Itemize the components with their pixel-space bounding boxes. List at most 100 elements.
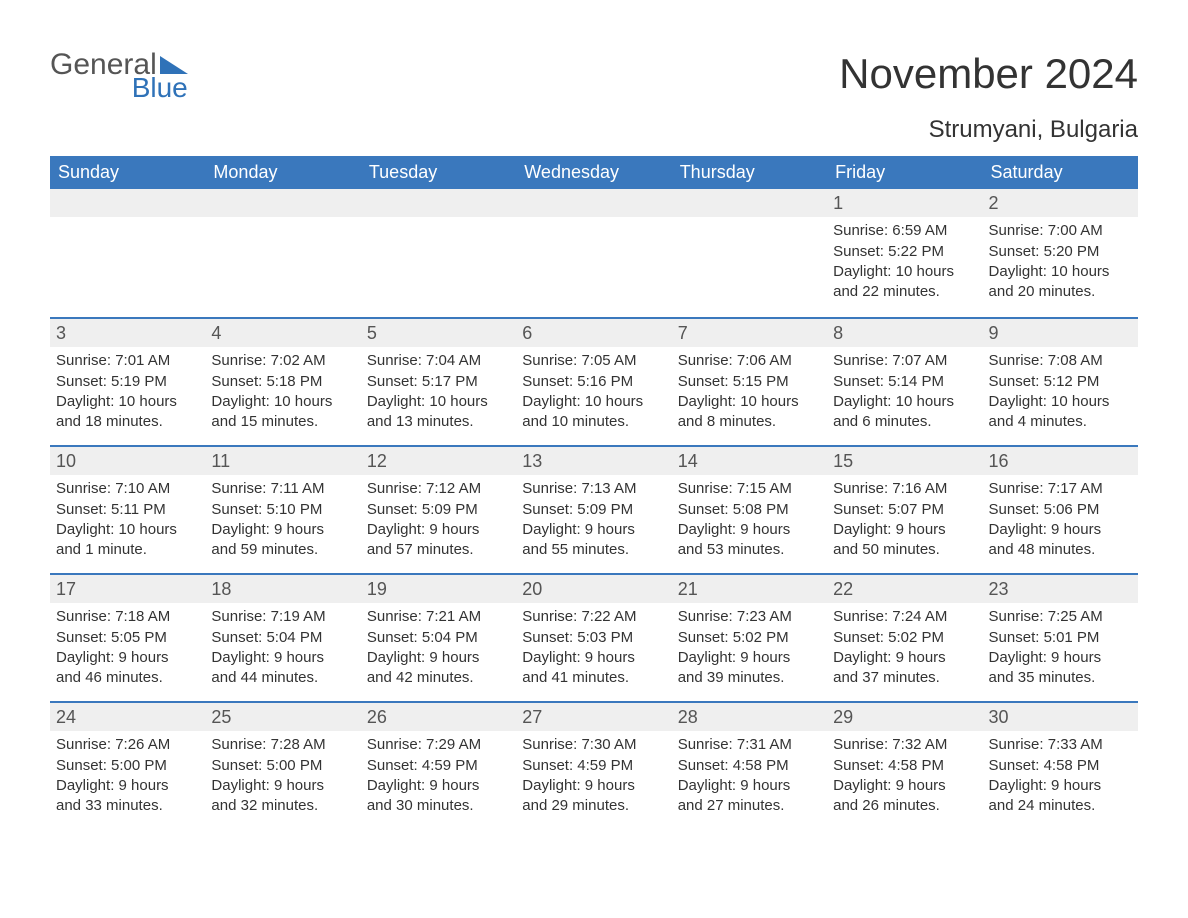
sunset-line: Sunset: 5:22 PM (833, 242, 976, 262)
calendar-day: 6Sunrise: 7:05 AMSunset: 5:16 PMDaylight… (516, 319, 671, 445)
sunrise-line: Sunrise: 7:01 AM (56, 351, 199, 371)
sunset-line: Sunset: 5:02 PM (833, 628, 976, 648)
daylight-line: Daylight: 10 hours (833, 392, 976, 412)
daylight-line: Daylight: 10 hours (833, 262, 976, 282)
daylight-line: Daylight: 9 hours (522, 648, 665, 668)
daylight-line: and 10 minutes. (522, 412, 665, 432)
day-details: Sunrise: 6:59 AMSunset: 5:22 PMDaylight:… (827, 217, 982, 312)
calendar-day: 13Sunrise: 7:13 AMSunset: 5:09 PMDayligh… (516, 447, 671, 573)
daylight-line: Daylight: 9 hours (678, 776, 821, 796)
day-details: Sunrise: 7:06 AMSunset: 5:15 PMDaylight:… (672, 347, 827, 442)
daylight-line: and 29 minutes. (522, 796, 665, 816)
daylight-line: Daylight: 9 hours (989, 648, 1132, 668)
day-details: Sunrise: 7:31 AMSunset: 4:58 PMDaylight:… (672, 731, 827, 826)
calendar-day: 19Sunrise: 7:21 AMSunset: 5:04 PMDayligh… (361, 575, 516, 701)
day-number: 10 (50, 447, 205, 475)
sunset-line: Sunset: 5:05 PM (56, 628, 199, 648)
page-title: November 2024 (839, 50, 1138, 98)
daylight-line: and 1 minute. (56, 540, 199, 560)
daylight-line: and 27 minutes. (678, 796, 821, 816)
day-number: 9 (983, 319, 1138, 347)
day-number: 11 (205, 447, 360, 475)
daylight-line: and 13 minutes. (367, 412, 510, 432)
day-number (361, 189, 516, 217)
sunrise-line: Sunrise: 7:15 AM (678, 479, 821, 499)
day-details: Sunrise: 7:32 AMSunset: 4:58 PMDaylight:… (827, 731, 982, 826)
day-number: 7 (672, 319, 827, 347)
sunset-line: Sunset: 5:20 PM (989, 242, 1132, 262)
weekday-header: Wednesday (516, 156, 671, 189)
daylight-line: Daylight: 9 hours (678, 520, 821, 540)
sunrise-line: Sunrise: 7:05 AM (522, 351, 665, 371)
calendar-day: 11Sunrise: 7:11 AMSunset: 5:10 PMDayligh… (205, 447, 360, 573)
weekday-header: Thursday (672, 156, 827, 189)
day-details: Sunrise: 7:02 AMSunset: 5:18 PMDaylight:… (205, 347, 360, 442)
calendar-day: 3Sunrise: 7:01 AMSunset: 5:19 PMDaylight… (50, 319, 205, 445)
daylight-line: and 41 minutes. (522, 668, 665, 688)
day-number (516, 189, 671, 217)
day-details: Sunrise: 7:26 AMSunset: 5:00 PMDaylight:… (50, 731, 205, 826)
sunrise-line: Sunrise: 7:18 AM (56, 607, 199, 627)
weekday-header: Sunday (50, 156, 205, 189)
sunset-line: Sunset: 5:00 PM (211, 756, 354, 776)
day-number: 4 (205, 319, 360, 347)
day-details: Sunrise: 7:30 AMSunset: 4:59 PMDaylight:… (516, 731, 671, 826)
sunset-line: Sunset: 5:07 PM (833, 500, 976, 520)
sunrise-line: Sunrise: 7:02 AM (211, 351, 354, 371)
day-number (205, 189, 360, 217)
sunrise-line: Sunrise: 7:13 AM (522, 479, 665, 499)
day-details: Sunrise: 7:15 AMSunset: 5:08 PMDaylight:… (672, 475, 827, 570)
daylight-line: Daylight: 9 hours (678, 648, 821, 668)
day-details: Sunrise: 7:22 AMSunset: 5:03 PMDaylight:… (516, 603, 671, 698)
logo: General Blue (50, 50, 188, 102)
day-details: Sunrise: 7:13 AMSunset: 5:09 PMDaylight:… (516, 475, 671, 570)
daylight-line: Daylight: 9 hours (367, 520, 510, 540)
calendar-day (361, 189, 516, 317)
sunset-line: Sunset: 5:00 PM (56, 756, 199, 776)
calendar-week: 1Sunrise: 6:59 AMSunset: 5:22 PMDaylight… (50, 189, 1138, 317)
sunrise-line: Sunrise: 7:12 AM (367, 479, 510, 499)
daylight-line: Daylight: 9 hours (522, 776, 665, 796)
daylight-line: and 44 minutes. (211, 668, 354, 688)
calendar-day: 15Sunrise: 7:16 AMSunset: 5:07 PMDayligh… (827, 447, 982, 573)
day-details: Sunrise: 7:33 AMSunset: 4:58 PMDaylight:… (983, 731, 1138, 826)
sunset-line: Sunset: 4:59 PM (522, 756, 665, 776)
sunrise-line: Sunrise: 7:22 AM (522, 607, 665, 627)
day-details: Sunrise: 7:10 AMSunset: 5:11 PMDaylight:… (50, 475, 205, 570)
weekday-header: Tuesday (361, 156, 516, 189)
calendar-week: 3Sunrise: 7:01 AMSunset: 5:19 PMDaylight… (50, 317, 1138, 445)
day-details: Sunrise: 7:18 AMSunset: 5:05 PMDaylight:… (50, 603, 205, 698)
calendar-day: 17Sunrise: 7:18 AMSunset: 5:05 PMDayligh… (50, 575, 205, 701)
daylight-line: and 55 minutes. (522, 540, 665, 560)
day-details: Sunrise: 7:28 AMSunset: 5:00 PMDaylight:… (205, 731, 360, 826)
daylight-line: and 39 minutes. (678, 668, 821, 688)
sunset-line: Sunset: 5:19 PM (56, 372, 199, 392)
calendar-day: 16Sunrise: 7:17 AMSunset: 5:06 PMDayligh… (983, 447, 1138, 573)
sunset-line: Sunset: 5:08 PM (678, 500, 821, 520)
sunset-line: Sunset: 5:17 PM (367, 372, 510, 392)
day-number: 18 (205, 575, 360, 603)
sunrise-line: Sunrise: 7:08 AM (989, 351, 1132, 371)
calendar-day (516, 189, 671, 317)
day-details: Sunrise: 7:16 AMSunset: 5:07 PMDaylight:… (827, 475, 982, 570)
calendar-day (205, 189, 360, 317)
weekday-header: Saturday (983, 156, 1138, 189)
day-number: 30 (983, 703, 1138, 731)
day-number: 28 (672, 703, 827, 731)
daylight-line: Daylight: 9 hours (211, 776, 354, 796)
day-number: 1 (827, 189, 982, 217)
daylight-line: Daylight: 10 hours (989, 262, 1132, 282)
day-number: 2 (983, 189, 1138, 217)
day-number: 22 (827, 575, 982, 603)
day-details: Sunrise: 7:05 AMSunset: 5:16 PMDaylight:… (516, 347, 671, 442)
day-details: Sunrise: 7:29 AMSunset: 4:59 PMDaylight:… (361, 731, 516, 826)
day-details: Sunrise: 7:07 AMSunset: 5:14 PMDaylight:… (827, 347, 982, 442)
daylight-line: Daylight: 9 hours (56, 648, 199, 668)
sunrise-line: Sunrise: 7:17 AM (989, 479, 1132, 499)
calendar-day: 7Sunrise: 7:06 AMSunset: 5:15 PMDaylight… (672, 319, 827, 445)
calendar-day: 28Sunrise: 7:31 AMSunset: 4:58 PMDayligh… (672, 703, 827, 829)
daylight-line: Daylight: 9 hours (522, 520, 665, 540)
calendar-day: 8Sunrise: 7:07 AMSunset: 5:14 PMDaylight… (827, 319, 982, 445)
sunrise-line: Sunrise: 7:00 AM (989, 221, 1132, 241)
sunrise-line: Sunrise: 7:28 AM (211, 735, 354, 755)
